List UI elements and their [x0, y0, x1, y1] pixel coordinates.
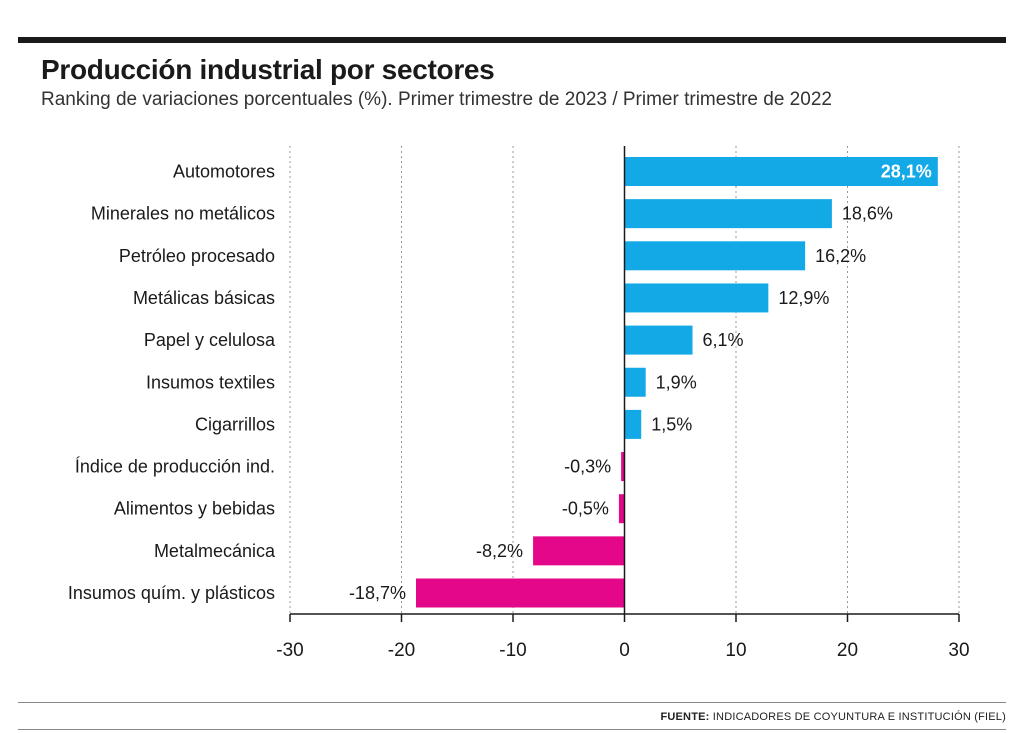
bar	[624, 241, 806, 271]
category-label: Minerales no metálicos	[91, 204, 275, 224]
bar	[624, 157, 938, 186]
value-label: 1,5%	[651, 414, 692, 434]
category-label: Insumos quím. y plásticos	[68, 583, 275, 603]
category-labels: Automotores Minerales no metálicos Petróle…	[68, 162, 276, 604]
chart-title: Producción industrial por sectores	[41, 54, 495, 85]
x-axis: -30 -20 -10 0 10 20 30	[276, 146, 970, 661]
bar	[533, 536, 625, 566]
bar	[624, 325, 693, 355]
bar	[624, 367, 646, 397]
value-label: -0,5%	[562, 499, 609, 519]
bars	[415, 157, 938, 608]
x-tick-label: -10	[499, 640, 526, 661]
value-label: 12,9%	[778, 288, 829, 308]
category-label: Automotores	[173, 162, 275, 182]
category-label: Insumos textiles	[146, 372, 275, 392]
category-label: Alimentos y bebidas	[114, 499, 275, 519]
bar	[618, 494, 625, 524]
category-label: Metálicas básicas	[133, 288, 275, 308]
source-label: FUENTE:	[660, 711, 710, 723]
bar	[624, 283, 769, 313]
value-label: 28,1%	[881, 162, 932, 182]
value-label: 18,6%	[842, 204, 893, 224]
value-label: -8,2%	[476, 541, 523, 561]
value-label: -0,3%	[564, 457, 611, 477]
x-tick-label: 30	[948, 640, 969, 661]
bottom-rule	[18, 702, 1006, 703]
value-label: 1,9%	[656, 372, 697, 392]
x-tick-label: -30	[276, 640, 303, 661]
category-label: Petróleo procesado	[119, 246, 275, 266]
bar	[415, 578, 625, 608]
category-label: Índice de producción ind.	[75, 457, 275, 477]
top-rule	[18, 37, 1006, 43]
category-label: Metalmecánica	[154, 541, 276, 561]
x-tick-label: 0	[619, 640, 630, 661]
bar	[621, 452, 625, 482]
bar	[624, 199, 832, 229]
grid-lines	[289, 146, 960, 614]
x-tick-label: 20	[837, 640, 858, 661]
chart-subtitle: Ranking de variaciones porcentuales (%).…	[41, 89, 832, 110]
value-labels: 28,1% 18,6% 16,2% 12,9% 6,1% 1,9% 1,5% -0,3% -0,…	[349, 162, 932, 604]
category-label: Papel y celulosa	[144, 330, 276, 350]
source-note: FUENTE: INDICADORES DE COYUNTURA E INSTI…	[660, 711, 1006, 723]
source-text: INDICADORES DE COYUNTURA E INSTITUCIÓN (…	[712, 711, 1006, 723]
x-tick-label: 10	[725, 640, 746, 661]
value-label: -18,7%	[349, 583, 406, 603]
value-label: 6,1%	[703, 330, 744, 350]
x-tick-label: -20	[388, 640, 415, 661]
category-label: Cigarrillos	[195, 414, 275, 434]
value-label: 16,2%	[815, 246, 866, 266]
bottom-rule-2	[18, 729, 1006, 730]
bar	[624, 409, 642, 439]
